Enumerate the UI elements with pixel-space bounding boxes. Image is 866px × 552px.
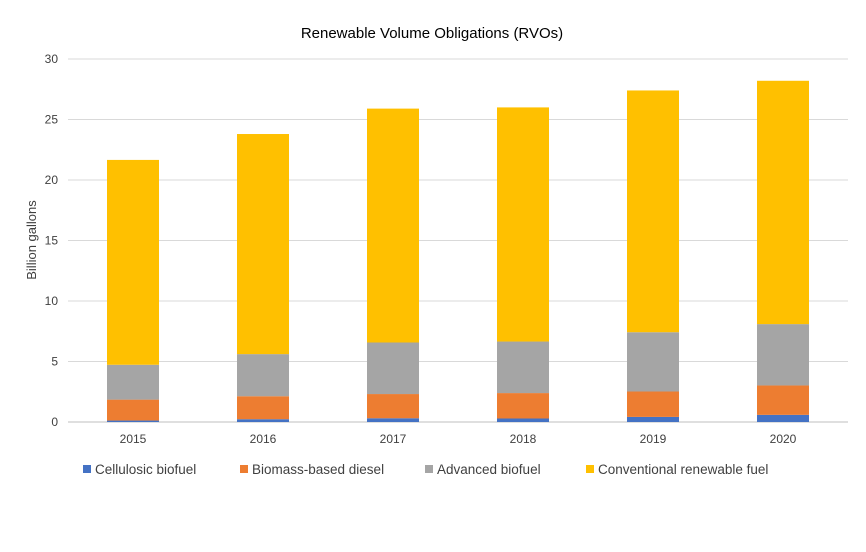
bar-conventional-renewable-fuel-2017 [367,108,419,343]
bar-biomass-based-diesel-2017 [367,394,419,419]
bar-stacks [107,80,809,422]
bar-cellulosic-biofuel-2017 [367,418,419,422]
legend-label: Cellulosic biofuel [95,462,196,477]
bar-conventional-renewable-fuel-2020 [757,80,809,325]
bar-advanced-biofuel-2015 [107,364,159,400]
y-tick-label: 15 [45,234,59,248]
bar-cellulosic-biofuel-2020 [757,414,809,422]
legend: Cellulosic biofuel Biomass-based diesel Ad… [83,462,768,477]
bar-stack-2019 [627,90,679,422]
bar-biomass-based-diesel-2020 [757,385,809,415]
bar-stack-2016 [237,134,289,422]
y-tick-label: 0 [51,415,58,429]
bar-biomass-based-diesel-2016 [237,396,289,420]
bar-stack-2017 [367,108,419,422]
bar-cellulosic-biofuel-2019 [627,416,679,422]
y-tick-label: 20 [45,173,59,187]
legend-swatch [240,465,248,473]
x-tick-label: 2015 [120,432,147,446]
bar-advanced-biofuel-2019 [627,332,679,392]
y-tick-label: 30 [45,52,59,66]
bar-advanced-biofuel-2017 [367,342,419,395]
legend-swatch [425,465,433,473]
x-tick-label: 2017 [380,432,407,446]
bar-cellulosic-biofuel-2015 [107,420,159,422]
x-tick-labels: 2015 2016 2017 2018 2019 2020 [120,432,797,446]
legend-item-biomass-based-diesel: Biomass-based diesel [240,462,384,477]
gridlines [68,58,848,423]
y-axis-label: Billion gallons [24,200,39,280]
legend-label: Biomass-based diesel [252,462,384,477]
bar-conventional-renewable-fuel-2019 [627,90,679,333]
y-tick-labels: 0 5 10 15 20 25 30 [45,52,59,429]
bar-conventional-renewable-fuel-2018 [497,107,549,342]
bar-biomass-based-diesel-2015 [107,399,159,421]
y-tick-label: 25 [45,113,59,127]
y-tick-label: 5 [51,355,58,369]
legend-item-conventional-renewable-fuel: Conventional renewable fuel [586,462,768,477]
bar-biomass-based-diesel-2018 [497,393,549,419]
bar-advanced-biofuel-2018 [497,341,549,394]
bar-advanced-biofuel-2020 [757,324,809,386]
x-tick-label: 2016 [250,432,277,446]
bar-biomass-based-diesel-2019 [627,391,679,417]
bar-stack-2015 [107,159,159,422]
legend-swatch [586,465,594,473]
bar-stack-2020 [757,80,809,422]
legend-item-cellulosic-biofuel: Cellulosic biofuel [83,462,196,477]
bar-stack-2018 [497,107,549,422]
bar-conventional-renewable-fuel-2015 [107,159,159,365]
x-tick-label: 2018 [510,432,537,446]
legend-swatch [83,465,91,473]
bar-advanced-biofuel-2016 [237,354,289,397]
y-tick-label: 10 [45,294,59,308]
x-tick-label: 2020 [770,432,797,446]
legend-label: Conventional renewable fuel [598,462,768,477]
bar-cellulosic-biofuel-2018 [497,418,549,422]
x-tick-label: 2019 [640,432,667,446]
chart-title: Renewable Volume Obligations (RVOs) [301,25,563,42]
legend-label: Advanced biofuel [437,462,541,477]
bar-conventional-renewable-fuel-2016 [237,134,289,355]
legend-item-advanced-biofuel: Advanced biofuel [425,462,541,477]
bar-cellulosic-biofuel-2016 [237,419,289,422]
